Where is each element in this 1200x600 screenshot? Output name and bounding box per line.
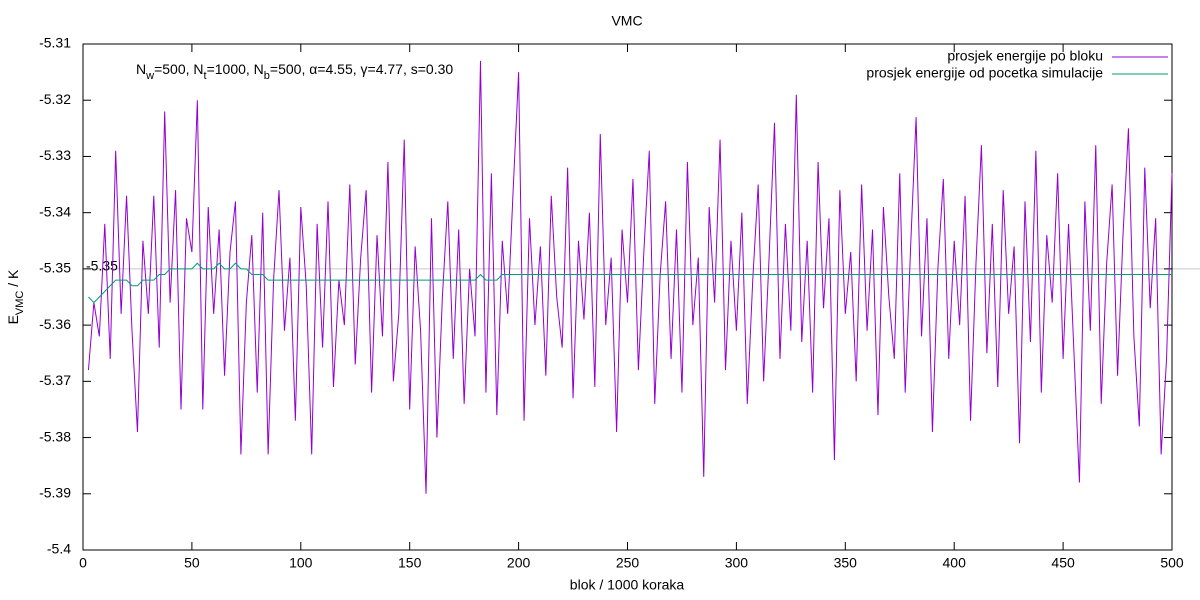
x-tick-label: 0: [79, 555, 87, 571]
x-tick-label: 200: [507, 555, 531, 571]
x-tick-label: 250: [616, 555, 640, 571]
legend-label: prosjek energije od pocetka simulacije: [866, 65, 1103, 81]
x-tick-label: 450: [1051, 555, 1075, 571]
annotation-part: w: [145, 70, 154, 82]
x-tick-label: 150: [398, 555, 422, 571]
y-axis-label: EVMC / K: [5, 269, 26, 324]
x-tick-label: 500: [1160, 555, 1184, 571]
y-tick-label: -5.36: [39, 316, 71, 332]
y-tick-label: -5.35: [39, 260, 71, 276]
y-axis-label-part: VMC: [14, 291, 26, 316]
chart-title: VMC: [611, 13, 642, 29]
annotation-part: =500, α=4.55, γ=4.77, s=0.30: [270, 61, 453, 77]
data-line: [88, 262, 1172, 304]
x-axis-label: blok / 1000 koraka: [570, 577, 685, 593]
annotation-part: N: [136, 61, 146, 77]
y-axis-label-part: / K: [5, 269, 21, 291]
x-tick-label: 400: [943, 555, 967, 571]
y-axis-label-part: E: [5, 315, 21, 324]
y-tick-label: -5.38: [39, 428, 71, 444]
legend-label: prosjek energije po bloku: [947, 48, 1103, 64]
annotation-part: t: [204, 70, 207, 82]
data-line: [87, 60, 1173, 494]
y-tick-label: -5.31: [39, 35, 71, 51]
y-tick-label: -5.34: [39, 203, 71, 219]
y-tick-label: -5.33: [39, 147, 71, 163]
x-tick-label: 300: [725, 555, 749, 571]
x-tick-label: 50: [184, 555, 200, 571]
reference-label: -5.35: [86, 258, 118, 274]
y-tick-label: -5.37: [39, 372, 71, 388]
y-tick-label: -5.4: [47, 541, 71, 557]
y-tick-label: -5.39: [39, 484, 71, 500]
annotation-part: b: [264, 70, 270, 82]
annotation-part: =1000, N: [207, 61, 264, 77]
y-tick-label: -5.32: [39, 91, 71, 107]
annotation-part: =500, N: [154, 61, 203, 77]
annotation: Nw=500, Nt=1000, Nb=500, α=4.55, γ=4.77,…: [136, 61, 453, 82]
x-tick-label: 100: [289, 555, 313, 571]
x-tick-label: 350: [834, 555, 858, 571]
plot-border: [82, 43, 1173, 551]
